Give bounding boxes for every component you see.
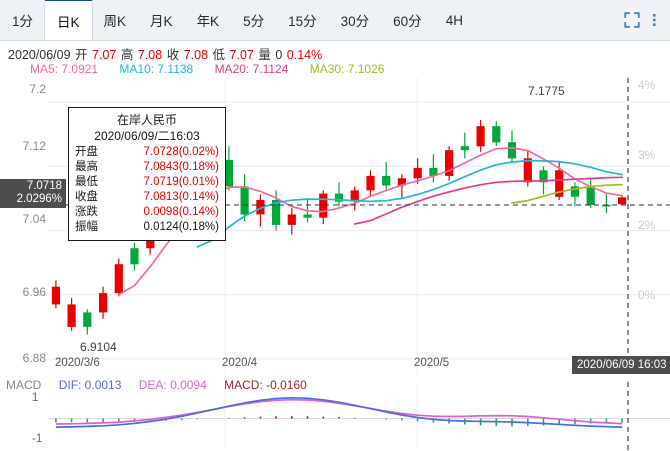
tab-daily[interactable]: 日K (45, 0, 92, 40)
y-axis-left-label-4: 6.88 (22, 351, 46, 365)
tooltip-row-change: 涨跌 0.0098(0.14%) (75, 205, 219, 220)
ohlc-close-label: 收 (166, 48, 180, 62)
tab-weekly[interactable]: 周K (103, 14, 127, 29)
tooltip-value-high: 7.0843(0.18%) (143, 161, 219, 173)
macd-dea-value: DEA: 0.0094 (138, 378, 207, 392)
ohlc-close-value: 7.08 (183, 48, 209, 62)
macd-y-label-top: 1 (32, 392, 39, 404)
period-low-annotation: 6.9104 (80, 340, 117, 354)
ohlc-volume-value: 0 (275, 48, 283, 62)
ma-legend: MA5: 7.0921 MA10: 7.1138 MA20: 7.1124 MA… (30, 62, 402, 76)
tab-60min[interactable]: 60分 (393, 14, 422, 29)
ohlc-high-value: 7.08 (137, 48, 163, 62)
y-axis-right-label-3: 0% (638, 288, 656, 302)
tooltip-row-low: 最低 7.0719(0.01%) (75, 175, 219, 190)
tooltip-key-amplitude: 振幅 (75, 221, 98, 233)
tooltip-key-change: 涨跌 (75, 206, 98, 218)
tooltip-row-open: 开盘 7.0728(0.02%) (75, 145, 219, 160)
period-high-annotation: 7.1775 (528, 84, 565, 98)
tab-30min[interactable]: 30分 (340, 14, 370, 29)
tooltip-row-amplitude: 振幅 0.0124(0.18%) (75, 220, 219, 235)
ma20-legend: MA20: 7.1124 (214, 62, 289, 76)
ohlc-high-label: 高 (120, 48, 134, 62)
tooltip-key-high: 最高 (75, 161, 98, 173)
last-price-change-pct: 2.0296% (16, 193, 62, 205)
ma10-legend: MA10: 7.1138 (119, 62, 194, 76)
macd-hist-value: MACD: -0.0160 (224, 378, 307, 392)
toolbar-actions (624, 0, 670, 40)
more-vertical-icon[interactable] (652, 12, 658, 28)
ohlc-date: 2020/06/09 (8, 48, 71, 62)
tooltip-value-low: 7.0719(0.01%) (143, 176, 219, 188)
ma5-legend: MA5: 7.0921 (30, 62, 99, 76)
fullscreen-icon[interactable] (624, 12, 640, 28)
x-axis-label-0: 2020/3/6 (55, 357, 100, 369)
tab-15min[interactable]: 15分 (288, 14, 317, 29)
tab-5min[interactable]: 5分 (243, 14, 265, 29)
ohlc-open-label: 开 (75, 48, 88, 62)
tooltip-key-close: 收盘 (75, 191, 98, 203)
tab-4h[interactable]: 4H (445, 12, 463, 28)
macd-legend: MACD DIF: 0.0013 DEA: 0.0094 MACD: -0.01… (6, 378, 321, 392)
tab-monthly[interactable]: 月K (150, 14, 173, 29)
tab-1min[interactable]: 1分 (12, 14, 34, 29)
tooltip-value-close: 7.0813(0.14%) (143, 191, 219, 203)
quote-tooltip: 在岸人民币 2020/06/09/二16:03 开盘 7.0728(0.02%)… (68, 107, 226, 241)
timeframe-tabbar: 1分 日K 周K 月K 年K 5分 15分 30分 60分 4H (0, 0, 670, 41)
tooltip-key-open: 开盘 (75, 146, 98, 158)
ohlc-volume-label: 量 (258, 48, 271, 62)
macd-plot[interactable] (0, 378, 670, 451)
ohlc-low-value: 7.07 (229, 48, 254, 62)
macd-canvas (48, 382, 670, 451)
y-axis-left-label-1: 7.12 (22, 139, 46, 153)
tooltip-title: 在岸人民币 (116, 113, 177, 127)
y-axis-right-label-2: 2% (638, 218, 656, 232)
y-axis-left-label-0: 7.2 (29, 82, 46, 96)
ohlc-legend: 2020/06/09 开 7.07 高 7.08 收 7.08 低 7.07 量… (8, 44, 323, 63)
tooltip-datetime: 2020/06/09/二16:03 (94, 129, 200, 143)
x-axis-label-1: 2020/4 (222, 357, 258, 369)
last-price-value: 7.0718 (26, 180, 62, 192)
ohlc-low-label: 低 (212, 48, 226, 62)
macd-dif-value: DIF: 0.0013 (58, 378, 122, 392)
tooltip-value-change: 0.0098(0.14%) (143, 206, 219, 218)
y-axis-right-label-1: 3% (638, 148, 656, 162)
y-axis-left-label-2: 7.04 (22, 212, 46, 226)
ma30-legend: MA30: 7.1026 (309, 62, 385, 76)
ohlc-open-value: 7.07 (92, 48, 117, 62)
y-axis-right-label-0: 4% (638, 78, 656, 92)
tooltip-value-amplitude: 0.0124(0.18%) (143, 221, 219, 233)
macd-indicator-label: MACD (6, 378, 42, 392)
tab-yearly[interactable]: 年K (196, 14, 220, 29)
last-price-badge: 7.0718 2.0296% (0, 179, 66, 208)
macd-y-label-bottom: -1 (32, 433, 43, 445)
crosshair-time-badge: 2020/06/09 16:03 (572, 356, 670, 374)
tooltip-value-open: 7.0728(0.02%) (143, 146, 219, 158)
y-axis-left-label-3: 6.96 (22, 285, 46, 299)
tooltip-key-low: 最低 (75, 176, 98, 188)
ohlc-change-pct: 0.14% (286, 48, 323, 62)
tooltip-row-high: 最高 7.0843(0.18%) (75, 160, 219, 175)
tooltip-row-close: 收盘 7.0813(0.14%) (75, 190, 219, 205)
x-axis-label-2: 2020/5 (414, 357, 450, 369)
